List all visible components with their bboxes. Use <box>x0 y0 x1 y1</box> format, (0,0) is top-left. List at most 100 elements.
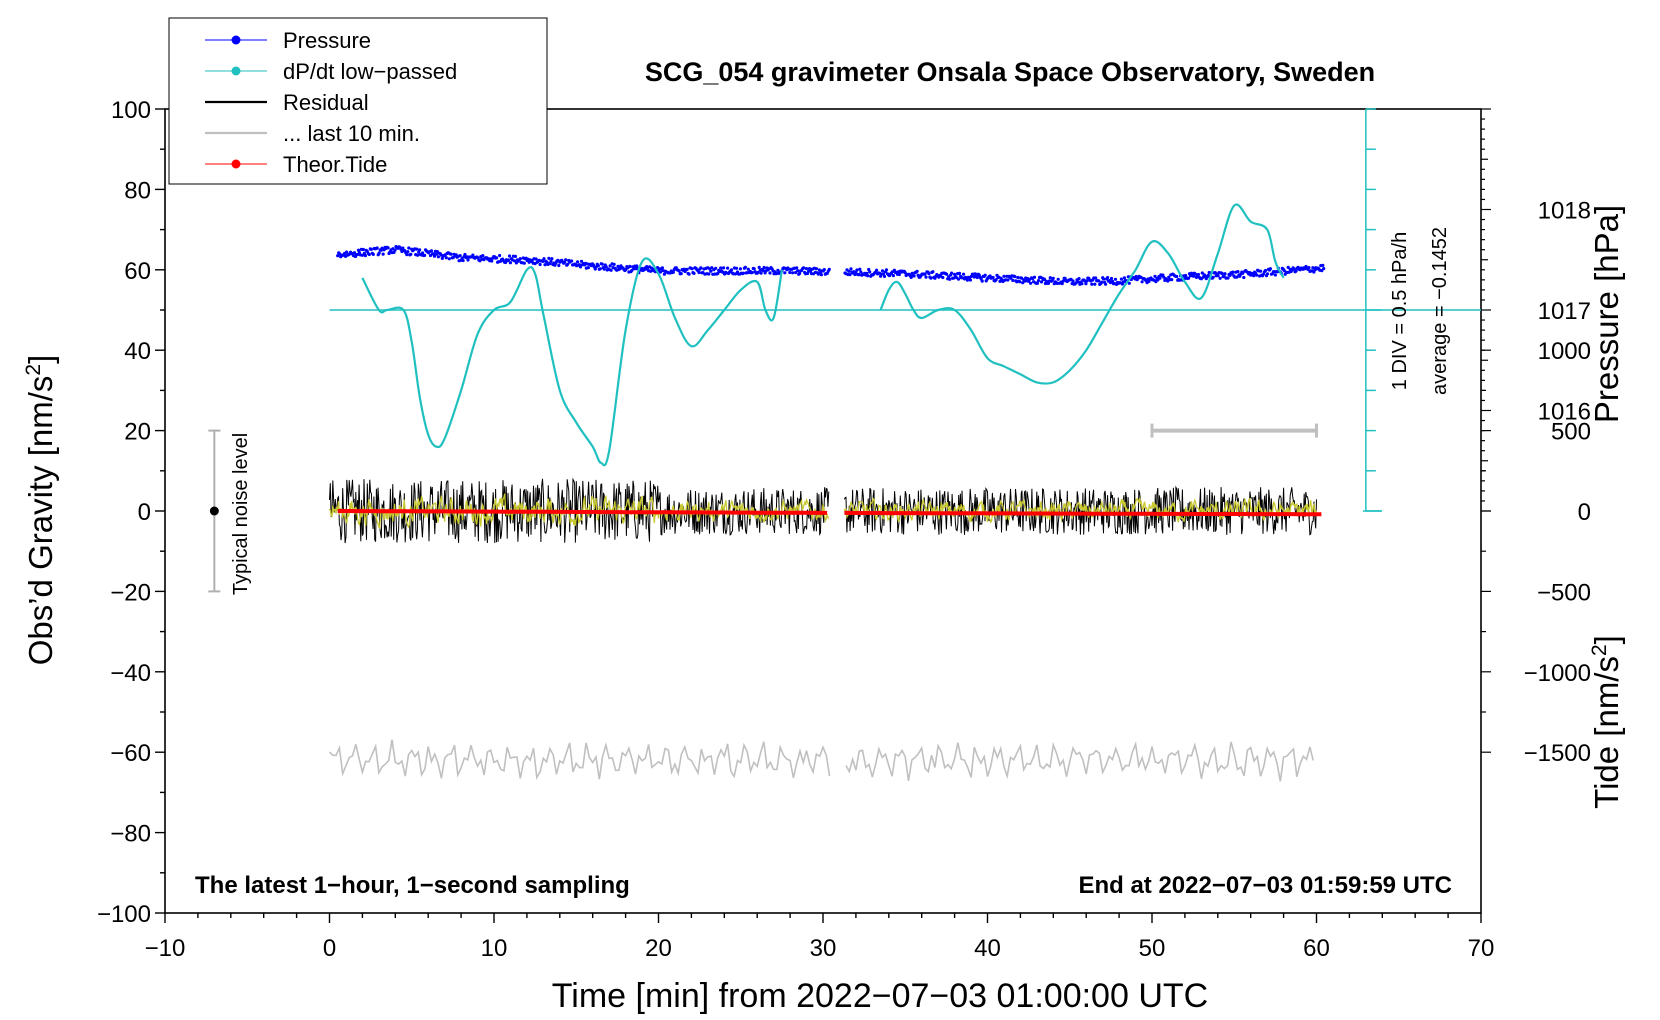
pressure-point <box>360 253 364 257</box>
pressure-point <box>847 269 851 273</box>
pressure-point <box>1235 275 1239 279</box>
pressure-point <box>762 265 766 270</box>
pressure-point <box>371 252 375 256</box>
footer-left-text: The latest 1−hour, 1−second sampling <box>195 872 630 899</box>
pressure-point <box>1241 271 1245 275</box>
pressure-point <box>534 257 538 261</box>
pressure-point <box>692 271 696 275</box>
pressure-point <box>377 251 381 255</box>
y-tick-label: −100 <box>97 901 151 928</box>
pressure-point <box>461 258 465 263</box>
pressure-point <box>796 269 800 273</box>
pressure-point <box>508 261 512 265</box>
pressure-point <box>884 268 889 272</box>
pressure-point <box>819 273 824 277</box>
pressure-point <box>1002 274 1006 278</box>
pressure-point <box>791 271 795 275</box>
pressure-point <box>980 279 984 283</box>
pressure-point <box>563 260 567 264</box>
annotation-layer <box>208 108 1382 593</box>
pressure-point <box>690 267 694 271</box>
pressure-point <box>1009 276 1013 280</box>
pressure-point <box>609 268 613 272</box>
pressure-point <box>945 272 949 276</box>
pressure-point <box>1167 275 1171 279</box>
pressure-point <box>687 272 691 276</box>
pressure-point <box>1061 279 1065 283</box>
pressure-point <box>1170 278 1174 282</box>
pressure-point <box>513 254 518 258</box>
pressure-point <box>506 258 511 262</box>
y-tick-label: −60 <box>110 740 151 767</box>
x-tick-label: 30 <box>810 935 837 962</box>
pressure-point <box>1193 272 1197 276</box>
pressure-point <box>814 267 819 271</box>
pressure-point <box>490 259 494 263</box>
legend: Pressure dP/dt low−passed Residual ... last… <box>168 17 548 185</box>
y-axis-label-gravity-text: Obs’d Gravity [nm/s <box>22 376 59 666</box>
pressure-point <box>1011 278 1015 282</box>
pressure-point <box>855 268 859 272</box>
pressure-point <box>550 257 554 261</box>
legend-label: Theor.Tide <box>283 152 387 177</box>
pressure-point <box>498 253 502 258</box>
pressure-point <box>867 267 871 272</box>
pressure-point <box>1186 276 1191 280</box>
pressure-point <box>1029 281 1033 285</box>
pressure-point <box>827 267 831 271</box>
pressure-point <box>1196 272 1200 277</box>
pressure-point <box>345 250 349 254</box>
pressure-point <box>440 256 444 260</box>
pressure-point <box>1006 278 1010 282</box>
pressure-point <box>407 246 411 250</box>
pressure-point <box>628 264 632 268</box>
pressure-point <box>518 257 522 261</box>
pressure-point <box>598 267 602 271</box>
pressure-point <box>431 252 436 256</box>
pressure-point <box>421 251 425 255</box>
pressure-point <box>578 265 583 269</box>
dpdt-div-label: 1 DIV = 0.5 hPa/h <box>1389 232 1411 390</box>
pressure-point <box>868 270 872 274</box>
pressure-point <box>679 272 683 276</box>
legend-label: Residual <box>283 90 369 115</box>
pressure-point <box>783 271 787 275</box>
pressure-point <box>406 250 410 254</box>
pressure-point <box>566 262 570 266</box>
x-tick-label: 40 <box>974 935 1001 962</box>
pressure-point <box>604 265 608 269</box>
pressure-point <box>750 270 754 275</box>
pressure-point <box>671 270 675 274</box>
tide-trace <box>337 509 828 515</box>
pressure-point <box>719 266 723 270</box>
pressure-point <box>405 253 409 257</box>
pressure-point <box>363 254 367 258</box>
pressure-point <box>612 262 616 266</box>
pressure-point <box>741 271 746 275</box>
pressure-tick-label: 1017 <box>1538 298 1591 325</box>
y-tick-label: −20 <box>110 579 151 606</box>
pressure-point <box>977 273 981 277</box>
pressure-point <box>1259 269 1263 273</box>
pressure-point <box>965 278 970 282</box>
pressure-point <box>759 271 763 275</box>
pressure-point <box>1051 276 1055 280</box>
pressure-point <box>495 256 499 260</box>
chart-title: SCG_054 gravimeter Onsala Space Observat… <box>645 57 1375 87</box>
x-tick-label: 50 <box>1139 935 1166 962</box>
pressure-point <box>1094 276 1098 280</box>
dpdt-curve <box>361 257 783 467</box>
pressure-point <box>541 259 545 263</box>
pressure-point <box>956 277 961 281</box>
pressure-point <box>1231 270 1235 274</box>
pressure-point <box>1265 272 1270 276</box>
pressure-point <box>375 246 379 250</box>
pressure-point <box>931 270 935 274</box>
pressure-point <box>658 270 663 274</box>
pressure-point <box>635 264 639 268</box>
pressure-point <box>858 267 862 271</box>
legend-swatch-dot <box>231 159 241 169</box>
pressure-point <box>757 265 761 269</box>
y-axis-label-tide-sup: 2 <box>1588 644 1611 656</box>
pressure-point <box>1226 276 1230 280</box>
